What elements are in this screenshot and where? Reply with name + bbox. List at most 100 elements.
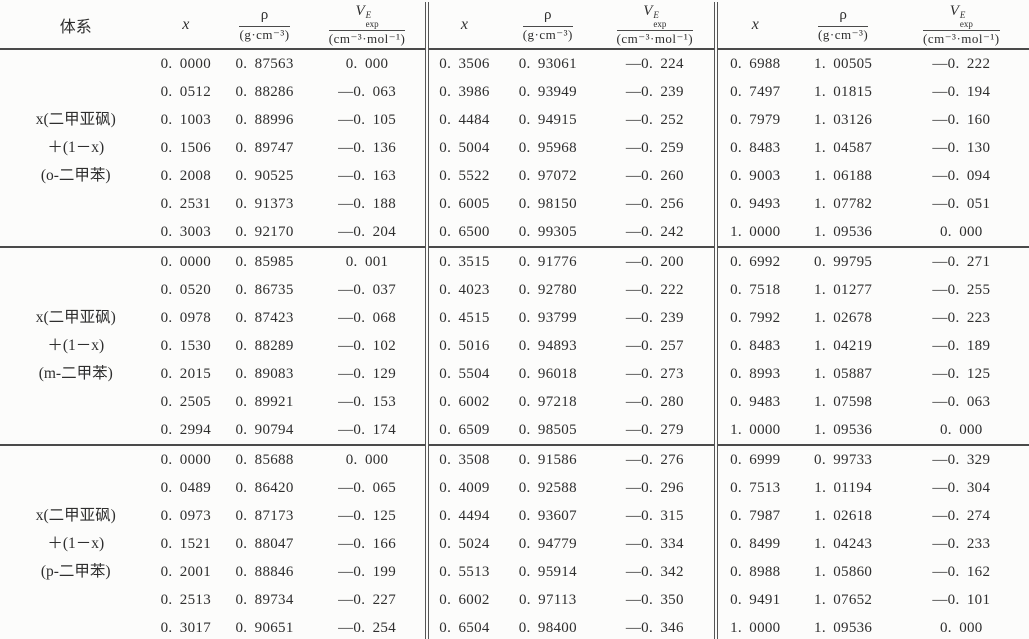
rho-value: 1. 00505 (814, 55, 873, 72)
table-row: 0. 0978 0. 87423 —0. 068 0. 4515 0. 93799 —0.… (0, 304, 1029, 332)
ve-value: —0. 163 (338, 167, 396, 184)
rho-value: 1. 04587 (814, 139, 873, 156)
x-value: 0. 2015 (160, 365, 211, 382)
rho-value: 1. 02618 (814, 507, 873, 524)
ve-value: —0. 194 (932, 83, 991, 100)
rho-value: 0. 86420 (235, 479, 294, 496)
rho-value: 0. 99305 (518, 223, 577, 240)
table-row: 0. 0512 0. 88286 —0. 063 0. 3986 0. 93949 —0.… (0, 78, 1029, 106)
ve-value: —0. 063 (932, 393, 991, 410)
rho-value: 0. 93799 (518, 309, 577, 326)
x-value: 0. 2513 (160, 591, 211, 608)
x-value: 0. 2994 (160, 421, 211, 438)
ve-value: —0. 252 (625, 111, 684, 128)
ve-value: —0. 334 (625, 535, 684, 552)
rho-value: 0. 89083 (235, 365, 294, 382)
rho-value: 0. 98400 (518, 619, 577, 636)
ve-value: —0. 204 (338, 223, 396, 240)
rho-value: 0. 92780 (518, 281, 577, 298)
system-group-3: x(二甲亚砜) ＋(1－x) (p-二甲苯) 0. 0000 0. 85688 0. 00… (0, 445, 1029, 639)
rho-value: 0. 86735 (235, 281, 294, 298)
x-value: 0. 3508 (425, 445, 500, 474)
table-row: 0. 0520 0. 86735 —0. 037 0. 4023 0. 92780 —0.… (0, 276, 1029, 304)
header-x-3: x (713, 2, 793, 49)
ve-value: —0. 239 (625, 309, 684, 326)
x-value: 0. 6509 (425, 416, 500, 445)
rho-value: 1. 09536 (814, 223, 873, 240)
table-row: 0. 1003 0. 88996 —0. 105 0. 4484 0. 94915 —0.… (0, 106, 1029, 134)
ve-value: —0. 105 (338, 111, 396, 128)
rho-value: 1. 05860 (814, 563, 873, 580)
x-value: 0. 0489 (160, 479, 211, 496)
ve-value: —0. 224 (625, 55, 684, 72)
rho-value: 0. 97218 (518, 393, 577, 410)
x-value: 0. 3515 (425, 247, 500, 276)
rho-value: 0. 98150 (518, 195, 577, 212)
x-value: 0. 8483 (713, 134, 793, 162)
rho-fraction: ρ (g·cm⁻³) (522, 7, 573, 42)
table-row: 0. 2994 0. 90794 —0. 174 0. 6509 0. 98505 —0.… (0, 416, 1029, 445)
rho-value: 0. 91373 (235, 195, 294, 212)
rho-value: 1. 06188 (814, 167, 873, 184)
table-row: 0. 2513 0. 89734 —0. 227 0. 6002 0. 97113 —0.… (0, 586, 1029, 614)
rho-value: 1. 04243 (814, 535, 873, 552)
ve-value: 0. 000 (940, 619, 983, 636)
table-row: x(二甲亚砜) ＋(1－x) (p-二甲苯) 0. 0000 0. 85688 0. 00… (0, 445, 1029, 580)
x-value: 0. 3986 (425, 78, 500, 106)
system-label-line: x(二甲亚砜) (35, 309, 116, 326)
x-value: 0. 7992 (713, 304, 793, 332)
rho-value: 1. 05887 (814, 365, 873, 382)
system-label: x(二甲亚砜) ＋(1－x) (m-二甲苯) (0, 247, 151, 445)
rho-value: 0. 89921 (235, 393, 294, 410)
rho-value: 0. 97113 (518, 591, 577, 608)
rho-value: 0. 99733 (814, 451, 873, 468)
ve-value: —0. 242 (625, 223, 684, 240)
rho-value: 0. 88996 (235, 111, 294, 128)
rho-value: 0. 89734 (235, 591, 294, 608)
x-value: 0. 5016 (425, 332, 500, 360)
x-value: 0. 7518 (713, 276, 793, 304)
ve-value: —0. 273 (625, 365, 684, 382)
table-row: 0. 1521 0. 88047 —0. 166 0. 5024 0. 94779 —0.… (0, 530, 1029, 558)
ve-value: —0. 256 (625, 195, 684, 212)
x-value: 0. 3017 (160, 619, 211, 636)
rho-value: 0. 88047 (235, 535, 294, 552)
system-label-line: (p-二甲苯) (40, 563, 111, 580)
system-label: x(二甲亚砜) ＋(1－x) (o-二甲苯) (0, 49, 151, 247)
rho-value: 0. 95968 (518, 139, 577, 156)
x-value: 0. 5513 (425, 558, 500, 586)
rho-value: 0. 95914 (518, 563, 577, 580)
ve-value: —0. 189 (932, 337, 991, 354)
system-label-line: x(二甲亚砜) (35, 507, 116, 524)
ve-value: 0. 000 (940, 223, 983, 240)
ve-value: —0. 160 (932, 111, 991, 128)
rho-value: 0. 93061 (518, 55, 577, 72)
header-rho-2: ρ (g·cm⁻³) (500, 2, 596, 49)
ve-value: —0. 200 (625, 253, 684, 270)
table-row: 0. 2001 0. 88846 —0. 199 0. 5513 0. 95914 —0.… (0, 558, 1029, 586)
ve-value: —0. 274 (932, 507, 991, 524)
rho-value: 0. 96018 (518, 365, 577, 382)
table-row: 0. 0489 0. 86420 —0. 065 0. 4009 0. 92588 —0.… (0, 474, 1029, 502)
rho-value: 1. 03126 (814, 111, 873, 128)
table-row: 0. 2531 0. 91373 —0. 188 0. 6005 0. 98150 —0.… (0, 190, 1029, 218)
x-value: 0. 7513 (713, 474, 793, 502)
x-value: 0. 5522 (425, 162, 500, 190)
x-value: 0. 9483 (713, 388, 793, 416)
system-label-line: (o-二甲苯) (40, 167, 111, 184)
header-system: 体系 (59, 19, 92, 36)
ve-value: —0. 342 (625, 563, 684, 580)
x-value: 0. 4515 (425, 304, 500, 332)
ve-value: —0. 037 (338, 281, 396, 298)
rho-value: 1. 01194 (814, 479, 872, 496)
ve-value: —0. 329 (932, 451, 991, 468)
ve-value: —0. 094 (932, 167, 991, 184)
ve-value: —0. 276 (625, 451, 684, 468)
rho-value: 0. 88289 (235, 337, 294, 354)
rho-value: 1. 04219 (814, 337, 873, 354)
ve-value: —0. 125 (338, 507, 396, 524)
ve-value: —0. 153 (338, 393, 396, 410)
